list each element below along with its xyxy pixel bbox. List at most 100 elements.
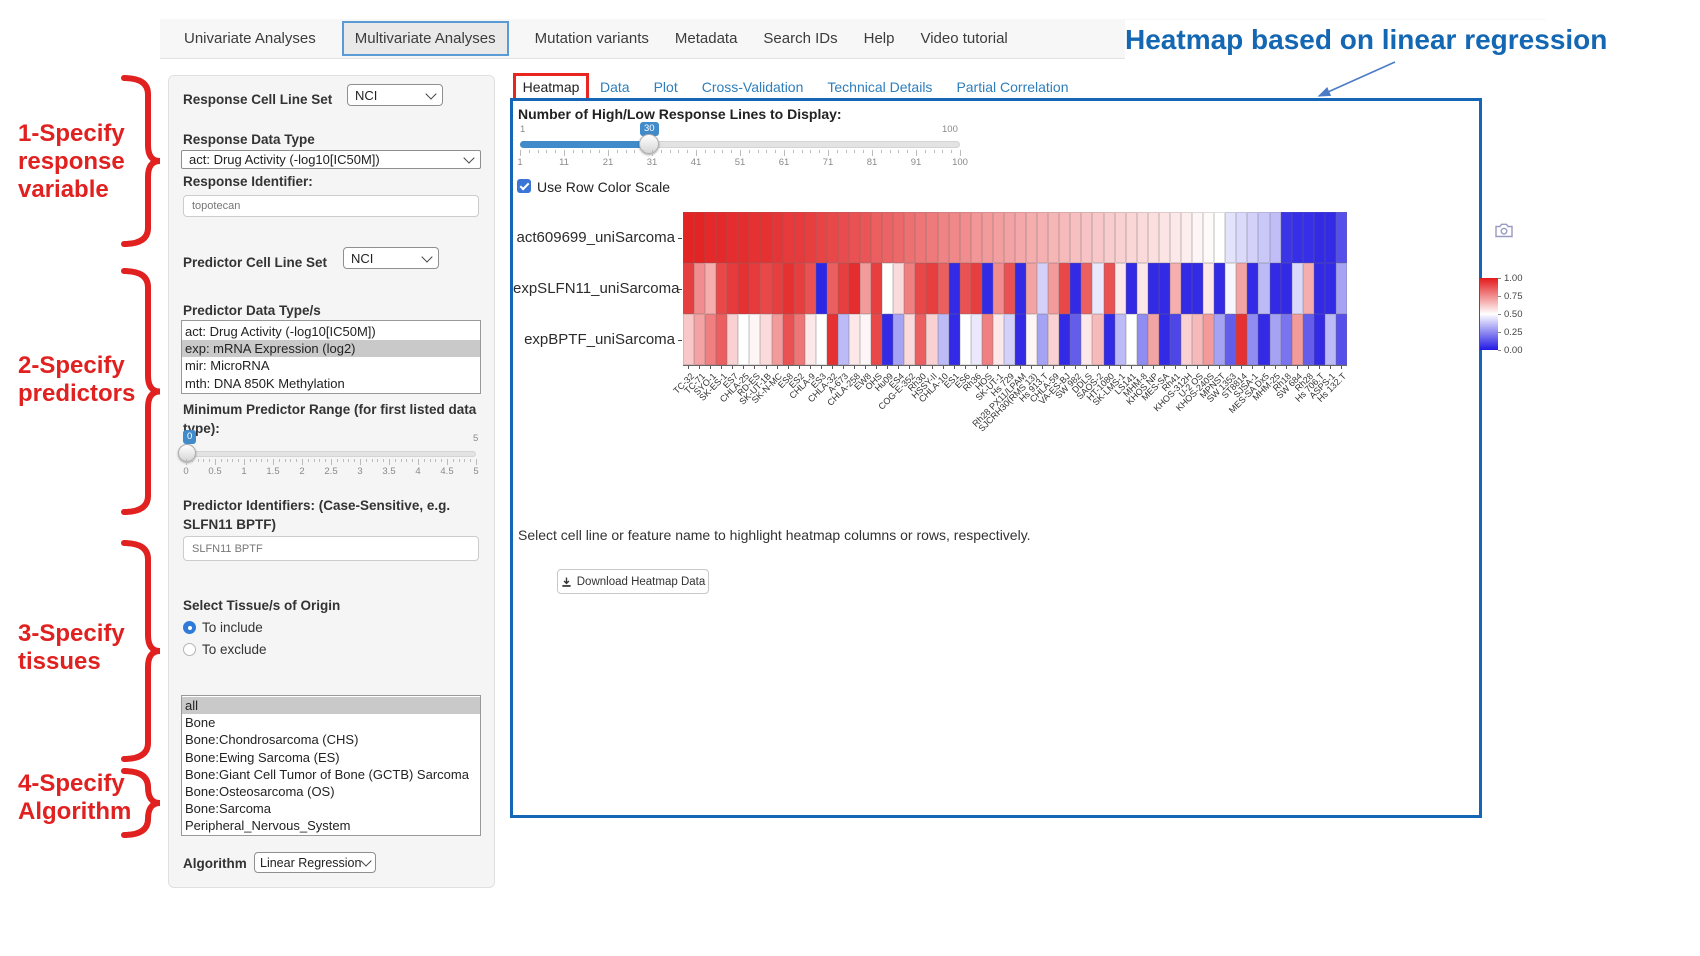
heatmap-col-tick xyxy=(732,365,734,369)
slider-tick-label: 21 xyxy=(602,157,614,168)
heatmap-col-tick xyxy=(865,365,867,369)
slider-minor-tick xyxy=(226,459,228,462)
slider-minor-tick xyxy=(377,459,379,462)
tissue-option-bone-chondrosarcoma-chs[interactable]: Bone:Chondrosarcoma (CHS) xyxy=(185,732,359,748)
algorithm-value: Linear Regression xyxy=(260,855,362,870)
tab-cross-validation[interactable]: Cross-Validation xyxy=(701,79,804,95)
download-heatmap-data-button[interactable]: Download Heatmap Data xyxy=(557,569,709,594)
heatmap-row-label-act609699-unisarcoma[interactable]: act609699_uniSarcoma xyxy=(516,228,675,246)
tab-technical-details[interactable]: Technical Details xyxy=(827,79,933,95)
tissue-option-all[interactable]: all xyxy=(182,697,480,715)
heatmap-row-label-expslfn11-unisarcoma[interactable]: expSLFN11_uniSarcoma xyxy=(513,279,680,297)
legend-label-0.00: 0.00 xyxy=(1504,344,1523,356)
tissue-option-bone-sarcoma[interactable]: Bone:Sarcoma xyxy=(185,801,271,817)
heatmap-cell xyxy=(893,263,904,314)
heatmap-cell xyxy=(982,314,993,365)
tab-heatmap[interactable]: Heatmap xyxy=(513,73,589,101)
min-predictor-range-slider[interactable]: 0 5 0 0.5 1 1.5 2 2.5 3 3.5 4 4.5 5 xyxy=(178,430,483,482)
slider-minor-tick xyxy=(394,459,396,462)
slider-minor-tick xyxy=(412,459,414,462)
slider-tick xyxy=(302,459,303,465)
slider-handle[interactable] xyxy=(639,134,659,154)
slider-minor-tick xyxy=(775,150,777,153)
heatmap-cell xyxy=(683,314,694,365)
predictor-cell-line-set-value: NCI xyxy=(351,250,374,266)
predictor-cell-line-set-select[interactable]: NCI xyxy=(343,247,439,269)
tab-partial-correlation[interactable]: Partial Correlation xyxy=(956,79,1069,95)
predictor-identifiers-input[interactable] xyxy=(183,536,479,561)
heatmap-cell xyxy=(1225,314,1236,365)
predictor-data-type-option-act-drug-activity-log10-ic50m[interactable]: act: Drug Activity (-log10[IC50M]) xyxy=(185,324,376,339)
tissue-option-bone[interactable]: Bone xyxy=(185,715,216,731)
heatmap-col-tick xyxy=(942,365,944,369)
algorithm-select[interactable]: Linear Regression xyxy=(254,852,376,873)
nav-item-video-tutorial[interactable]: Video tutorial xyxy=(920,30,1008,47)
tab-data[interactable]: Data xyxy=(600,79,630,95)
heatmap-cell xyxy=(1192,212,1203,263)
heatmap-cell xyxy=(1081,263,1092,314)
heatmap-cell xyxy=(1115,263,1126,314)
response-identifier-input[interactable] xyxy=(183,195,479,217)
nav-item-multivariate-analyses[interactable]: Multivariate Analyses xyxy=(341,21,509,56)
heatmap-col-tick xyxy=(1208,365,1210,369)
heatmap-cell xyxy=(1192,263,1203,314)
nav-item-univariate-analyses[interactable]: Univariate Analyses xyxy=(184,30,316,47)
tissue-exclude-label[interactable]: To exclude xyxy=(202,642,267,657)
slider-track[interactable] xyxy=(186,451,476,457)
tissue-option-bone-giant-cell-tumor-of-bone-gctb-sarcoma[interactable]: Bone:Giant Cell Tumor of Bone (GCTB) Sar… xyxy=(185,766,469,782)
tissue-option-bone-osteosarcoma-os[interactable]: Bone:Osteosarcoma (OS) xyxy=(185,783,335,799)
predictor-data-type-option-exp-mrna-expression-log2[interactable]: exp: mRNA Expression (log2) xyxy=(182,340,480,358)
tab-bar: Data Plot Cross-Validation Technical Detail… xyxy=(600,79,1069,95)
slider-handle[interactable] xyxy=(178,444,196,462)
predictor-data-type-option-mth-dna-850k-methylation[interactable]: mth: DNA 850K Methylation xyxy=(185,375,345,391)
legend-tick xyxy=(1498,350,1501,351)
heatmap-row-label-expbptf-unisarcoma[interactable]: expBPTF_uniSarcoma xyxy=(524,330,675,348)
annotation-brace-1 xyxy=(118,75,164,252)
heatmap-cell xyxy=(1081,212,1092,263)
camera-icon[interactable] xyxy=(1494,222,1514,238)
predictor-data-types-listbox[interactable]: act: Drug Activity (-log10[IC50M]) exp: m… xyxy=(181,320,481,394)
predictor-data-types-label: Predictor Data Type/s xyxy=(183,303,321,318)
heatmap-col-tick xyxy=(1296,365,1298,369)
slider-tick xyxy=(186,459,187,465)
tissue-include-label[interactable]: To include xyxy=(202,620,263,635)
heatmap-col-tick xyxy=(1053,365,1055,369)
nav-item-metadata[interactable]: Metadata xyxy=(674,30,738,47)
heatmap-cell xyxy=(882,212,893,263)
row-color-scale-label[interactable]: Use Row Color Scale xyxy=(537,179,671,195)
heatmap-col-tick xyxy=(953,365,955,369)
predictor-data-type-option-mir-microrna[interactable]: mir: MicroRNA xyxy=(185,358,270,374)
response-data-type-select[interactable]: act: Drug Activity (-log10[IC50M]) xyxy=(181,150,481,169)
heatmap-cell xyxy=(727,263,738,314)
slider-minor-tick xyxy=(203,459,205,462)
heatmap-cell xyxy=(1070,263,1081,314)
heatmap-col-tick xyxy=(842,365,844,369)
heatmap-cell xyxy=(1059,212,1070,263)
slider-minor-tick xyxy=(766,150,768,153)
nav-item-search-ids[interactable]: Search IDs xyxy=(763,30,838,47)
response-lines-slider[interactable]: 1 100 30 1 11 21 31 41 51 61 71 81 91 100 xyxy=(517,120,968,168)
heatmap-cell xyxy=(860,314,871,365)
tissue-option-bone-ewing-sarcoma-es[interactable]: Bone:Ewing Sarcoma (ES) xyxy=(185,749,340,765)
heatmap-col-tick xyxy=(1042,365,1044,369)
color-scale-legend: 1.00 0.75 0.50 0.25 0.00 xyxy=(1478,268,1542,363)
nav-item-help[interactable]: Help xyxy=(863,30,895,47)
nav-item-mutation-variants[interactable]: Mutation variants xyxy=(534,30,649,47)
response-cell-line-set-select[interactable]: NCI xyxy=(347,84,443,106)
heatmap-cell xyxy=(760,263,772,314)
tissue-option-peripheral-nervous-system[interactable]: Peripheral_Nervous_System xyxy=(185,818,351,834)
row-color-scale-checkbox[interactable] xyxy=(517,179,531,193)
heatmap-col-tick xyxy=(1086,365,1088,369)
annotation-brace-2 xyxy=(118,268,164,520)
tab-plot[interactable]: Plot xyxy=(653,79,678,95)
tissue-exclude-radio[interactable] xyxy=(183,643,196,656)
heatmap-cell xyxy=(816,212,827,263)
tissue-include-radio[interactable] xyxy=(183,621,196,634)
heatmap-cell xyxy=(1159,212,1170,263)
tissue-listbox[interactable]: all Bone Bone:Chondrosarcoma (CHS) Bone:Ewi… xyxy=(181,695,481,836)
heatmap-cell xyxy=(938,314,949,365)
slider-tick-label: 1 xyxy=(241,466,247,477)
heatmap-cell xyxy=(1004,263,1015,314)
heatmap-cell xyxy=(871,263,882,314)
legend-tick xyxy=(1498,314,1501,315)
